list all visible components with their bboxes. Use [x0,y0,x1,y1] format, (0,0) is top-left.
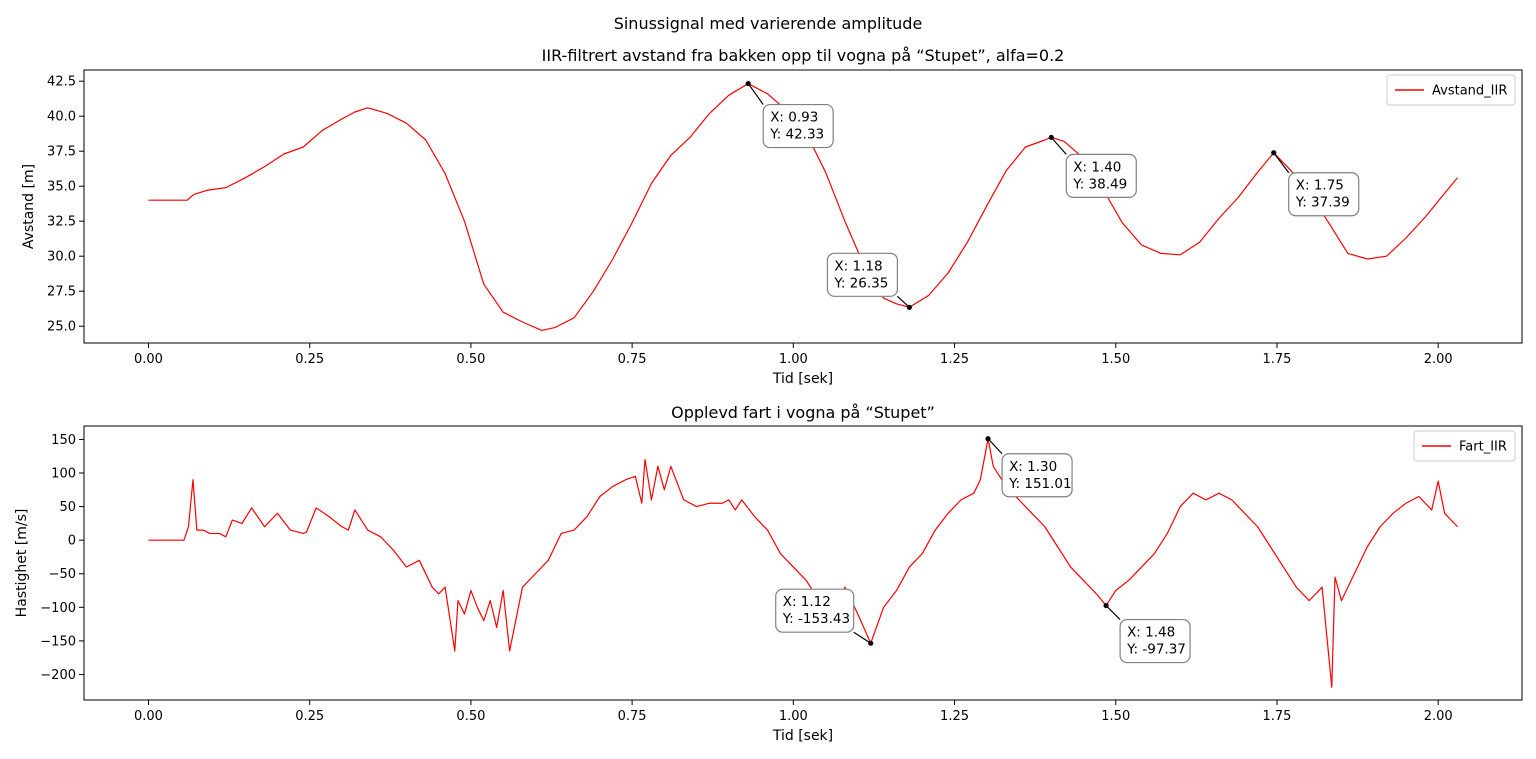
x-tick-label: 0.00 [134,352,163,367]
annotation-y-text: Y: -97.37 [1126,642,1186,658]
y-tick-label: 27.5 [47,285,76,300]
speed-axes: Opplevd fart i vogna på “Stupet” 0.00 0.25… [14,403,1523,744]
annotation-x-text: X: 1.75 [1296,178,1344,194]
annotation-marker [1103,602,1109,609]
y-axis-label: Hastighet [m/s] [14,509,30,618]
annotation-marker [868,640,874,646]
x-tick-label: 0.00 [134,709,163,724]
legend-box [1413,430,1516,462]
annotation-box [1001,453,1073,498]
annotation-x-text: X: 0.93 [770,110,818,126]
plot-frame [83,425,1523,701]
x-tick-label: 0.50 [456,709,485,724]
annotation-arrow [1050,136,1067,155]
annotation-arrow [853,631,872,644]
y-tick-label: 50 [59,500,76,515]
x-tick-label: 1.75 [1262,352,1291,367]
y-tick-label: −100 [40,601,76,616]
annotation-box [1065,153,1137,198]
annotation-box [775,588,855,633]
annotation-box [826,252,898,297]
x-tick-label: 1.25 [940,352,969,367]
annotation-marker [906,304,912,310]
x-tick-label: 0.25 [295,709,324,724]
y-tick-label: −50 [49,567,76,582]
annotation-x-text: X: 1.48 [1127,625,1175,641]
annotation-box [762,103,834,149]
x-tick-label: 1.50 [1101,352,1130,367]
legend-box [1386,74,1516,106]
annotation-y-text: Y: 38.49 [1072,176,1127,192]
x-tick-label: 1.00 [779,709,808,724]
annotation-y-text: Y: 26.35 [833,275,888,291]
annotation-marker [745,80,751,87]
x-tick-label: 1.00 [779,352,808,367]
y-tick-label: 42.5 [47,75,76,90]
x-tick-label: 2.00 [1424,709,1453,724]
y-tick-label: 32.5 [47,215,76,230]
annotation-box [1288,172,1360,217]
annotation-y-text: Y: 151.01 [1008,476,1072,492]
x-axis-label: Tid [sek] [772,728,833,744]
annotation-marker [985,436,991,442]
x-tick-label: 2.00 [1424,352,1453,367]
chart-title: IIR-filtrert avstand fra bakken opp til … [542,46,1065,65]
annotation-box [1119,618,1191,664]
legend-label: Fart_IIR [1459,440,1507,455]
x-tick-label: 1.25 [940,709,969,724]
y-tick-label: 0 [68,534,76,549]
figure-title: Sinussignal med varierende amplitude [614,14,923,33]
series-line [148,438,1458,688]
y-tick-label: 150 [51,433,76,448]
annotation-x-text: X: 1.12 [783,594,831,610]
x-tick-label: 0.50 [456,352,485,367]
y-tick-label: 40.0 [47,110,76,125]
x-tick-label: 0.75 [618,709,647,724]
distance-axes: IIR-filtrert avstand fra bakken opp til … [21,46,1523,387]
chart-title: Opplevd fart i vogna på “Stupet” [671,403,935,422]
annotation-y-text: Y: 37.39 [1295,195,1350,211]
annotation-y-text: Y: 42.33 [769,127,824,143]
y-tick-label: −200 [40,668,76,683]
annotation-arrow [896,295,910,308]
annotation-arrow [1105,605,1121,620]
annotation-arrow [747,83,764,105]
plot-frame [83,69,1523,344]
annotation-arrow [1273,152,1290,174]
annotation-x-text: X: 1.30 [1009,459,1057,475]
annotation-arrow [987,438,1003,455]
y-tick-label: 25.0 [47,320,76,335]
x-tick-label: 0.75 [618,352,647,367]
y-tick-label: −150 [40,634,76,649]
x-axis-label: Tid [sek] [772,371,833,387]
annotation-y-text: Y: -153.43 [782,611,850,627]
y-axis-label: Avstand [m] [21,164,37,249]
annotation-x-text: X: 1.40 [1073,159,1121,175]
annotation-x-text: X: 1.18 [834,258,882,274]
y-tick-label: 100 [51,467,76,482]
annotation-marker [1048,134,1054,140]
annotation-marker [1271,150,1277,156]
y-tick-label: 30.0 [47,250,76,265]
x-tick-label: 1.50 [1101,709,1130,724]
x-tick-label: 0.25 [295,352,324,367]
y-tick-label: 37.5 [47,145,76,160]
y-tick-label: 35.0 [47,180,76,195]
legend-label: Avstand_IIR [1432,84,1507,99]
x-tick-label: 1.75 [1262,709,1291,724]
